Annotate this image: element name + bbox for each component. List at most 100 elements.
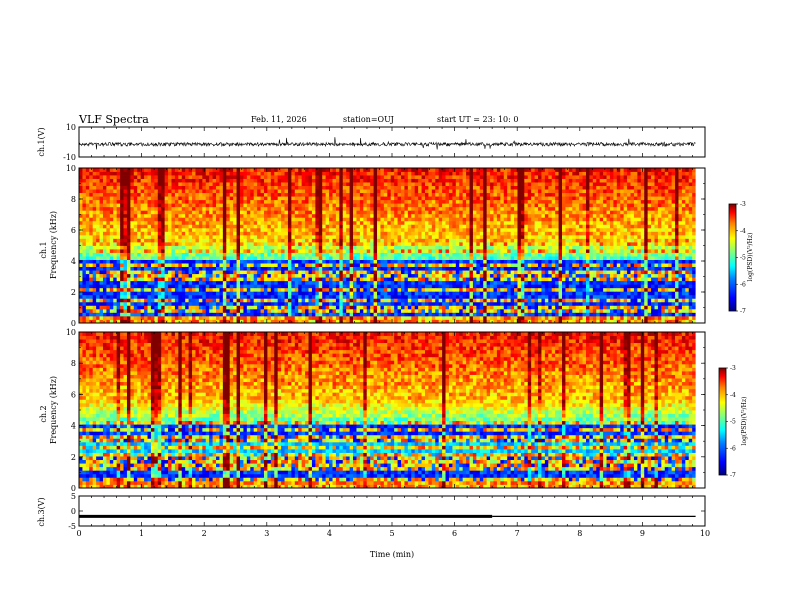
spectrogram-cell — [185, 185, 190, 190]
spectrogram-cell — [181, 291, 186, 296]
spectrogram-cell — [140, 308, 145, 313]
spectrogram-cell — [79, 252, 83, 257]
spectrogram-cell — [113, 263, 118, 268]
spectrogram-cell — [387, 220, 392, 225]
spectrogram-cell — [342, 315, 347, 320]
spectrogram-cell — [212, 266, 217, 271]
spectrogram-cell — [188, 263, 193, 268]
spectrogram-cell — [291, 259, 296, 264]
spectrogram-cell — [445, 234, 450, 239]
spectrogram-cell — [212, 231, 217, 236]
spectrogram-cell — [92, 227, 97, 232]
spectrogram-cell — [168, 319, 172, 323]
spectrogram-cell — [359, 210, 364, 215]
spectrogram-cell — [150, 291, 155, 296]
spectrogram-cell — [390, 294, 395, 299]
spectrogram-cell — [301, 266, 306, 271]
spectrogram-cell — [442, 312, 446, 317]
spectrogram-cell — [147, 319, 152, 323]
spectrogram-cell — [359, 287, 364, 292]
spectrogram-cell — [82, 280, 87, 285]
spectrogram-cell — [270, 168, 275, 172]
spectrogram-cell — [311, 234, 316, 239]
spectrogram-cell — [263, 291, 268, 296]
spectrogram-cell — [373, 252, 378, 257]
spectrogram-cell — [315, 308, 320, 313]
spectrogram-cell — [236, 217, 241, 222]
spectrogram-cell — [421, 182, 426, 187]
spectrogram-cell — [366, 185, 371, 190]
spectrogram-cell — [137, 185, 142, 190]
spectrogram-cell — [171, 241, 176, 246]
spectrogram-cell — [109, 224, 114, 229]
spectrogram-cell — [150, 252, 155, 257]
spectrogram-cell — [424, 206, 429, 211]
spectrogram-cell — [96, 263, 100, 268]
spectrogram-cell — [164, 273, 169, 278]
spectrogram-cell — [349, 308, 354, 313]
spectrogram-cell — [267, 277, 272, 282]
spectrogram-cell — [116, 315, 121, 320]
spectrogram-cell — [240, 238, 244, 243]
spectrogram-cell — [260, 245, 265, 250]
spectrogram-cell — [82, 284, 87, 289]
spectrogram-cell — [130, 182, 135, 187]
spectrogram-cell — [383, 287, 388, 292]
spectrogram-cell — [305, 266, 309, 271]
spectrogram-cell — [277, 301, 282, 306]
spectrogram-cell — [260, 259, 265, 264]
spectrogram-cell — [243, 241, 248, 246]
spectrogram-cell — [424, 185, 429, 190]
spectrogram-cell — [250, 259, 255, 264]
spectrogram-cell — [109, 178, 114, 183]
spectrogram-cell — [192, 266, 196, 271]
spectrogram-cell — [281, 220, 285, 225]
spectrogram-cell — [205, 284, 210, 289]
spectrogram-cell — [140, 315, 145, 320]
spectrogram-cell — [263, 259, 268, 264]
spectrogram-cell — [305, 231, 309, 236]
spectrogram-cell — [150, 256, 155, 260]
spectrogram-cell — [89, 227, 94, 232]
spectrogram-cell — [294, 280, 299, 285]
spectrogram-cell — [192, 238, 196, 243]
spectrogram-cell — [311, 284, 316, 289]
spectrogram-cell — [120, 192, 124, 197]
spectrogram-cell — [171, 238, 176, 243]
spectrogram-cell — [106, 308, 111, 313]
spectrogram-cell — [212, 273, 217, 278]
spectrogram-cell — [188, 298, 193, 303]
spectrogram-cell — [287, 298, 292, 303]
spectrogram-cell — [329, 206, 333, 211]
spectrogram-cell — [229, 266, 234, 271]
spectrogram-cell — [294, 305, 299, 310]
spectrogram-cell — [301, 234, 306, 239]
spectrogram-cell — [380, 189, 385, 194]
spectrogram-cell — [79, 312, 83, 317]
spectrogram-cell — [270, 270, 275, 275]
spectrogram-cell — [222, 312, 227, 317]
spectrogram-cell — [380, 259, 385, 264]
spectrogram-cell — [332, 224, 337, 229]
spectrogram-cell — [253, 284, 258, 289]
spectrogram-cell — [188, 213, 193, 218]
spectrogram-cell — [161, 245, 166, 250]
spectrogram-cell — [291, 298, 296, 303]
spectrogram-cell — [92, 259, 97, 264]
spectrogram-cell — [263, 196, 268, 201]
spectrogram-cell — [404, 273, 409, 278]
spectrogram-cell — [216, 175, 220, 179]
spectrogram-cell — [188, 178, 193, 183]
spectrogram-cell — [287, 315, 292, 320]
spectrogram-cell — [353, 203, 357, 208]
spectrogram-cell — [198, 319, 203, 323]
spectrogram-cell — [116, 249, 121, 253]
spectrogram-cell — [424, 259, 429, 264]
spectrogram-cell — [120, 284, 124, 289]
spectrogram-cell — [157, 308, 162, 313]
spectrogram-cell — [397, 196, 402, 201]
spectrogram-cell — [380, 312, 385, 317]
spectrogram-cell — [154, 199, 159, 204]
spectrogram-cell — [267, 263, 272, 268]
spectrogram-cell — [445, 220, 450, 225]
